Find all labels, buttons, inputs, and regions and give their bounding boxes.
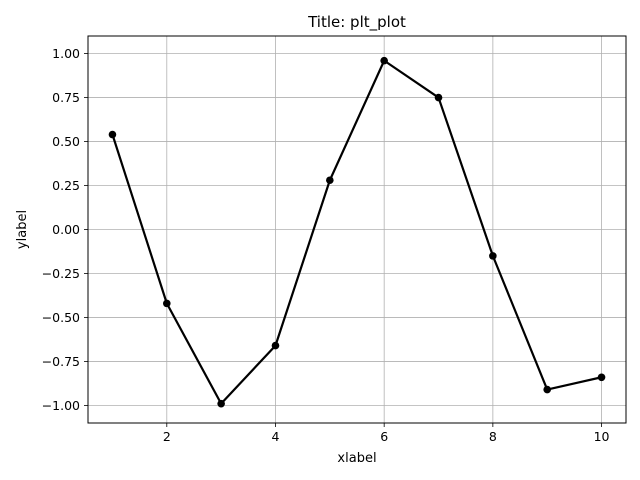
x-axis-label: xlabel <box>337 451 376 466</box>
y-tick-label: 0.50 <box>52 134 80 149</box>
data-point <box>543 385 552 394</box>
y-tick-label: −0.25 <box>42 266 80 281</box>
y-tick-label: 1.00 <box>52 46 80 61</box>
y-tick-label: −0.75 <box>42 354 80 369</box>
y-tick-label: 0.00 <box>52 222 80 237</box>
x-tick-label: 8 <box>489 429 497 444</box>
data-point <box>217 399 225 408</box>
grid-lines <box>88 36 626 423</box>
data-point <box>434 93 443 102</box>
data-point <box>271 341 280 350</box>
data-point <box>108 130 117 139</box>
y-tick-label: 0.75 <box>52 90 80 105</box>
chart-title: Title: plt_plot <box>307 13 406 32</box>
x-tick-label: 4 <box>272 429 280 444</box>
data-point <box>597 373 606 382</box>
series-layer <box>108 56 606 408</box>
data-point <box>380 56 388 65</box>
x-tick-label: 10 <box>594 429 610 444</box>
x-tick-label: 6 <box>380 429 388 444</box>
x-tick-label: 2 <box>163 429 171 444</box>
axis-ticks: 2 4 6 8 10 −1.00 −0.75 −0.50 −0.25 0.00 0.25 0.50 0.… <box>42 46 610 444</box>
y-tick-label: −0.50 <box>42 310 80 325</box>
y-axis-label: ylabel <box>15 210 30 249</box>
series-line <box>111 59 602 405</box>
data-point <box>162 299 171 308</box>
y-tick-label: −1.00 <box>42 398 80 413</box>
data-point <box>326 176 334 185</box>
y-tick-label: 0.25 <box>52 178 80 193</box>
data-point <box>489 252 497 260</box>
